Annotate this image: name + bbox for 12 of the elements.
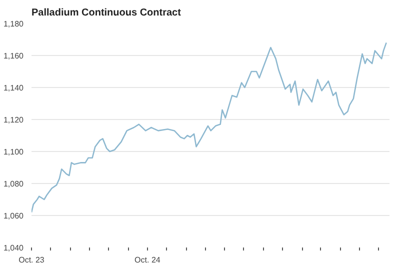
y-tick-label: 1,100 [3,148,24,156]
y-tick-label: 1,120 [3,116,24,124]
x-tick-label: Oct. 23 [18,256,45,264]
y-tick-label: 1,040 [3,244,24,252]
chart-title: Palladium Continuous Contract [32,8,182,18]
x-tick-label: Oct. 24 [134,256,161,264]
y-tick-label: 1,080 [3,180,24,188]
y-tick-label: 1,160 [3,52,24,60]
y-tick-label: 1,180 [3,20,24,28]
y-tick-label: 1,140 [3,84,24,92]
line-series [32,42,387,213]
y-tick-label: 1,060 [3,212,24,220]
